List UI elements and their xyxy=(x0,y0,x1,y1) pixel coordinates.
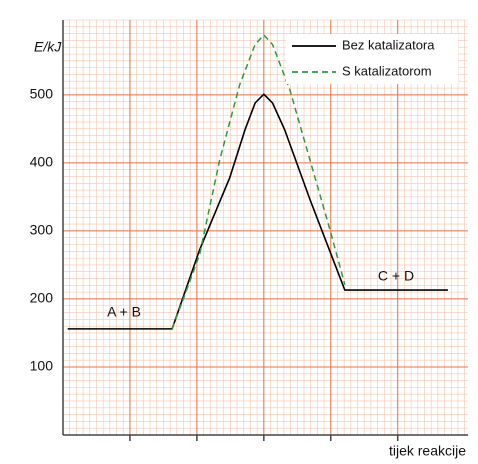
series-line xyxy=(67,93,448,330)
graph-paper xyxy=(63,19,468,435)
legend-label: Bez katalizatora xyxy=(342,37,435,52)
y-tick-label: 200 xyxy=(30,290,54,306)
x-axis-label: tijek reakcije xyxy=(389,443,466,459)
annotation: A + B xyxy=(107,304,141,320)
legend-label: S katalizatorom xyxy=(342,63,432,78)
y-tick-label: 100 xyxy=(30,358,54,374)
plot xyxy=(67,34,448,330)
legend-box xyxy=(286,34,458,84)
y-tick-label: 300 xyxy=(30,222,54,238)
grid xyxy=(63,20,468,435)
y-tick-label: 500 xyxy=(30,86,54,102)
series-line xyxy=(171,34,346,330)
y-axis-label: E/kJ xyxy=(34,39,62,55)
y-tick-label: 400 xyxy=(30,154,54,170)
annotation: C + D xyxy=(378,268,414,284)
